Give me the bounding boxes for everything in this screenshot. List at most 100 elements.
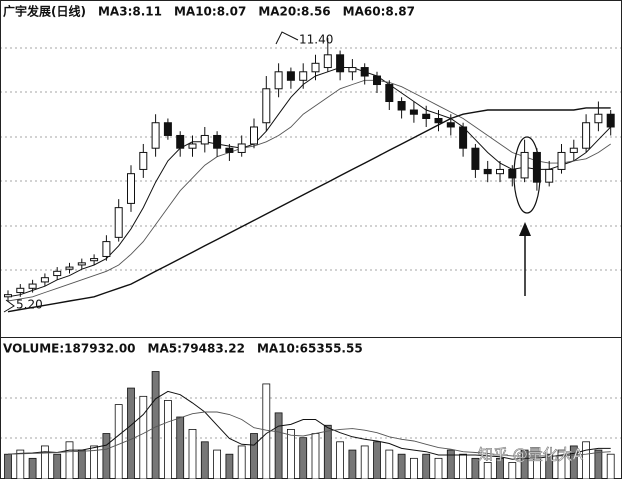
annotations: 11.40 5.20 [3, 31, 541, 313]
volume-bar [557, 449, 566, 479]
volume-bar [594, 449, 603, 479]
candle-body [446, 122, 455, 128]
volume-bar [471, 457, 480, 479]
volume-bar [151, 371, 160, 479]
peak-label: 11.40 [299, 33, 333, 47]
candle-body [139, 151, 148, 170]
volume-bar [299, 437, 308, 479]
low-label: 5.20 [16, 298, 43, 312]
volume-bar [545, 453, 554, 479]
volume-bar [16, 449, 25, 479]
volume-bar [127, 387, 135, 479]
candle-body [385, 84, 394, 103]
candle-body [323, 54, 332, 69]
price-grid [0, 47, 622, 439]
candle-body [594, 113, 603, 124]
candle-body [459, 126, 468, 149]
price-panel: 广宇发展(日线) MA3:8.11 MA10:8.07 MA20:8.56 MA60:8… [3, 4, 615, 313]
candle-body [569, 147, 578, 153]
candle-body [348, 67, 357, 73]
candle-body [28, 283, 37, 289]
volume-bar [139, 395, 148, 479]
candle-body [188, 143, 197, 149]
volume-bar [77, 449, 86, 479]
candle-body [53, 270, 62, 277]
candle-body [409, 109, 418, 115]
candle-body [373, 75, 381, 86]
candle-body [360, 67, 369, 77]
volume-bar [422, 453, 431, 479]
candle-body [606, 113, 615, 128]
volume-bar [348, 449, 357, 479]
candle-body [582, 122, 591, 149]
candle-body [16, 287, 25, 294]
candle-body [483, 168, 492, 175]
volume-bar [323, 424, 332, 479]
header-item: 广宇发展(日线) [3, 4, 86, 19]
volume-bar [41, 445, 49, 479]
candle-body [237, 143, 246, 153]
candle-body [311, 62, 320, 73]
volume-bar [286, 428, 295, 479]
volume-bar [373, 441, 381, 479]
candle-body [40, 277, 49, 283]
candle-body [336, 54, 345, 73]
candle-body [151, 122, 160, 149]
candle-body [397, 101, 406, 111]
candle-body [286, 71, 295, 81]
highlight-circle [513, 136, 541, 214]
volume-bar [225, 453, 234, 479]
candle-body [299, 71, 308, 81]
header-item: VOLUME:187932.00 [3, 342, 136, 356]
volume-bar [385, 449, 394, 479]
header-item: MA3:8.11 [98, 5, 162, 19]
peak-pointer [275, 31, 299, 45]
header-item: MA10:65355.55 [257, 342, 363, 356]
volume-bar [237, 445, 246, 479]
candle-body [114, 207, 123, 238]
ma-line [7, 411, 611, 457]
candle-body [77, 262, 86, 266]
candle-body [434, 117, 443, 124]
volume-bar [582, 441, 590, 479]
arrow-head [519, 222, 531, 236]
ma-line [7, 390, 611, 460]
candle-body [90, 258, 99, 262]
volume-bar [163, 400, 172, 479]
candle-body [200, 134, 209, 145]
volume-bar [336, 441, 345, 479]
candle-body [250, 126, 258, 145]
volume-bar [409, 457, 418, 479]
volume-bar [311, 433, 320, 479]
candle-body [520, 151, 529, 179]
volume-bar [606, 453, 615, 479]
ma-line [7, 107, 611, 313]
header-item: MA5:79483.22 [148, 342, 245, 356]
volume-bar [28, 457, 37, 479]
volume-bar [459, 453, 468, 479]
candle-body [508, 168, 517, 179]
volume-bar [483, 462, 492, 479]
volume-bar [53, 453, 62, 479]
volume-bar [274, 412, 283, 479]
volume-bar [65, 441, 74, 479]
volume-bar [4, 453, 12, 479]
volume-bar [200, 441, 209, 479]
candle-body [496, 168, 504, 175]
candle-body [274, 71, 283, 90]
candle-body [557, 151, 566, 170]
watermark: 知乎 @量化大A [478, 446, 584, 464]
candle-body [422, 113, 431, 119]
header-item: MA20:8.56 [258, 5, 330, 19]
candle-body [4, 294, 12, 298]
volume-bar [397, 453, 406, 479]
volume-bar [434, 457, 443, 479]
header-item: MA10:8.07 [174, 5, 246, 19]
candle-body [176, 134, 185, 149]
candle-body [545, 168, 554, 183]
header-item: MA60:8.87 [343, 5, 415, 19]
candle-body [471, 147, 480, 170]
volume-bar [188, 428, 197, 479]
candle-body [225, 147, 234, 153]
